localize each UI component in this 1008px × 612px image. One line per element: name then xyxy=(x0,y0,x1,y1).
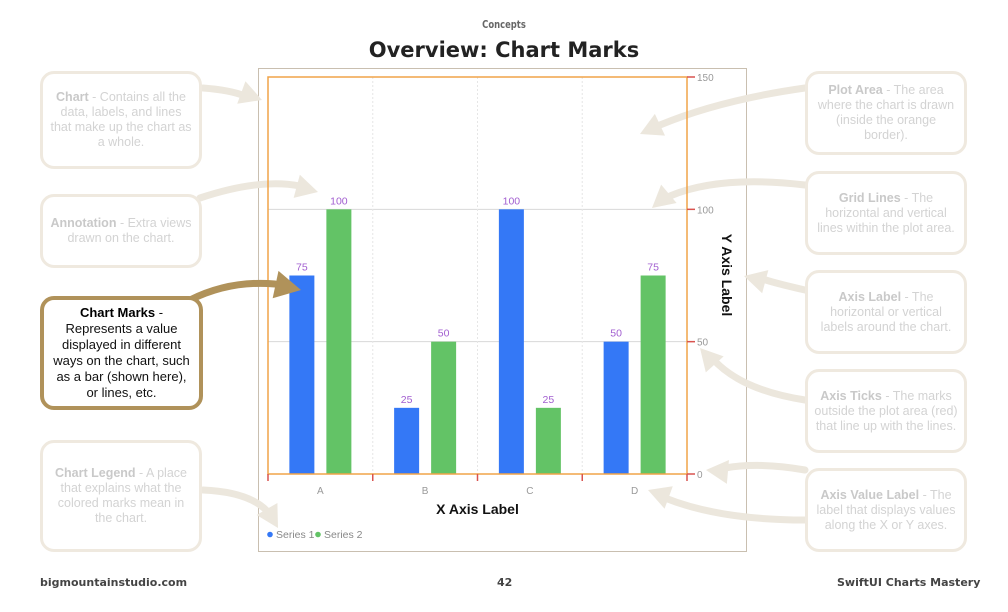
axes: 0 50 100 150 A B C D X Axis Label Y Axis Label xyxy=(267,73,735,517)
bar-mark xyxy=(640,275,666,474)
x-axis-value-label: D xyxy=(631,486,638,497)
chart-legend: Series 1 Series 2 xyxy=(267,529,363,541)
legend-item: Series 2 xyxy=(324,529,363,541)
y-axis-value-label: 50 xyxy=(697,338,709,349)
callout-term: Chart Marks xyxy=(79,305,156,320)
bar-mark xyxy=(394,407,420,474)
footer-book-title: SwiftUI Charts Mastery xyxy=(837,576,981,589)
y-axis-label: Y Axis Label xyxy=(719,234,735,316)
callout-term: Chart xyxy=(56,90,89,104)
callout-term: Axis Value Label xyxy=(820,487,920,502)
bar-annotation: 100 xyxy=(330,195,348,207)
bar-mark xyxy=(431,341,457,474)
callout-text: - The horizontal and vertical lines with… xyxy=(817,190,955,235)
bar-annotation: 50 xyxy=(610,328,622,340)
x-axis-value-label: C xyxy=(526,486,533,497)
bar-mark xyxy=(498,209,524,475)
chart-marks-arrow xyxy=(186,270,301,304)
footer-website: bigmountainstudio.com xyxy=(40,576,188,589)
callout-text: - The area where the chart is drawn (ins… xyxy=(817,83,955,142)
callout-term: Axis Ticks xyxy=(820,388,882,403)
callout-arrows xyxy=(196,81,809,528)
callout-text: - A place that explains what the colored… xyxy=(57,466,187,525)
callout-axis-value-label: Axis Value Label - The label that displa… xyxy=(805,468,967,552)
callout-text: - Contains all the data, labels, and lin… xyxy=(50,90,192,149)
x-axis-label: X Axis Label xyxy=(436,501,519,517)
bar-annotation: 50 xyxy=(438,328,450,340)
callout-text: - Represents a value displayed in differ… xyxy=(53,305,190,400)
section-label: Concepts xyxy=(482,18,526,31)
bar-annotation: 75 xyxy=(647,262,659,274)
callout-text: - The marks outside the plot area (red) … xyxy=(814,388,958,433)
bar-annotation: 100 xyxy=(503,195,521,207)
callout-axis-ticks: Axis Ticks - The marks outside the plot … xyxy=(805,369,967,453)
y-axis-value-label: 150 xyxy=(697,73,714,84)
chart-container xyxy=(258,68,747,552)
chart-marks: 75 100 25 50 100 25 50 75 xyxy=(289,195,666,475)
bar-mark xyxy=(535,407,561,474)
callout-term: Grid Lines xyxy=(838,190,901,205)
footer-page-number: 42 xyxy=(497,576,513,589)
bar-annotation: 75 xyxy=(296,262,308,274)
x-axis-value-label: B xyxy=(422,486,429,497)
bar-mark xyxy=(326,209,352,475)
callout-axis-label: Axis Label - The horizontal or vertical … xyxy=(805,270,967,354)
page-title: Overview: Chart Marks xyxy=(368,38,640,62)
callout-text: - The horizontal or vertical labels arou… xyxy=(820,289,952,334)
x-axis-value-label: A xyxy=(317,486,324,497)
callout-text: - The label that displays values along t… xyxy=(816,487,956,532)
callout-annotation: Annotation - Extra views drawn on the ch… xyxy=(40,194,202,268)
callout-term: Plot Area xyxy=(828,83,883,97)
bar-mark xyxy=(289,275,315,474)
callout-term: Chart Legend xyxy=(55,466,136,480)
callout-term: Axis Label xyxy=(838,289,902,304)
callout-chart-marks: Chart Marks - Represents a value display… xyxy=(40,296,203,410)
bar-annotation: 25 xyxy=(543,394,555,406)
y-axis-value-label: 100 xyxy=(697,205,714,216)
callout-grid-lines: Grid Lines - The horizontal and vertical… xyxy=(805,171,967,255)
bar-annotation: 25 xyxy=(401,394,413,406)
bar-mark xyxy=(603,341,629,474)
callout-plot-area: Plot Area - The area where the chart is … xyxy=(805,71,967,155)
callout-chart: Chart - Contains all the data, labels, a… xyxy=(40,71,202,169)
callout-text: - Extra views drawn on the chart. xyxy=(67,216,192,245)
callout-chart-legend: Chart Legend - A place that explains wha… xyxy=(40,440,202,552)
y-axis-value-label: 0 xyxy=(697,470,703,481)
callout-term: Annotation xyxy=(50,216,117,230)
legend-item: Series 1 xyxy=(276,529,315,541)
